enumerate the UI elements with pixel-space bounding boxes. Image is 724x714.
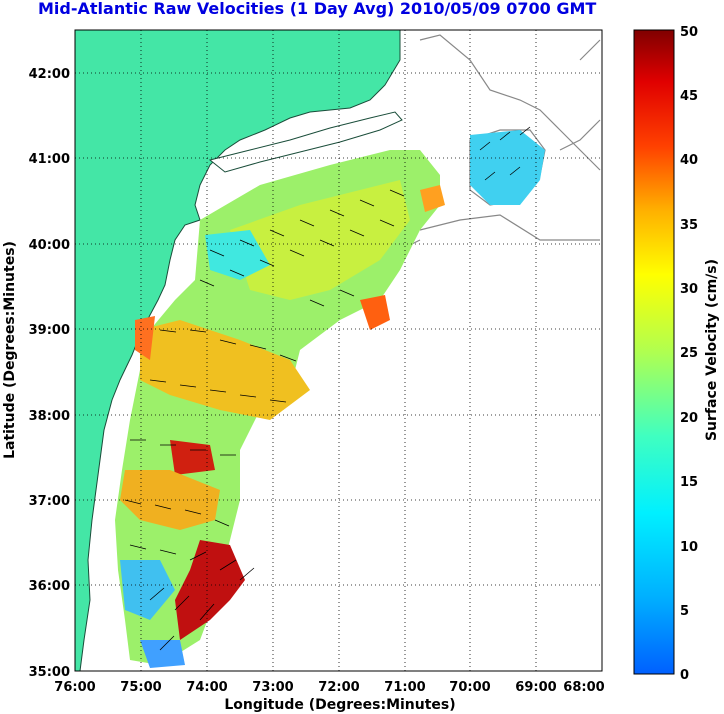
colorbar-gradient [633,29,675,675]
y-tick-label: 37:00 [29,494,70,509]
x-tick-label: 76:00 [54,680,95,695]
y-axis: 35:00 36:00 37:00 38:00 39:00 40:00 41:0… [2,67,70,680]
colorbar-tick: 45 [680,89,698,104]
x-tick-label: 71:00 [384,680,425,695]
velocity-field [115,130,545,668]
y-tick-label: 35:00 [29,665,70,680]
colorbar-tick: 5 [680,604,689,619]
x-tick-label: 70:00 [449,680,490,695]
land-mass [75,30,401,671]
y-tick-label: 39:00 [29,323,70,338]
x-tick-label: 68:00 [563,680,604,695]
colorbar-tick: 15 [680,475,698,490]
colorbar-tick: 25 [680,346,698,361]
x-axis-label: Longitude (Degrees:Minutes) [224,697,455,713]
y-tick-label: 38:00 [29,409,70,424]
y-tick-label: 42:00 [29,67,70,82]
colorbar-tick: 10 [680,540,698,555]
colorbar-tick: 30 [680,282,698,297]
colorbar-label: Surface Velocity (cm/s) [704,259,720,441]
colorbar-tick: 35 [680,218,698,233]
x-tick-label: 72:00 [318,680,359,695]
y-tick-label: 40:00 [29,238,70,253]
long-island [208,111,403,173]
x-tick-label: 75:00 [120,680,161,695]
y-tick-label: 36:00 [29,579,70,594]
colorbar: 0 5 10 15 20 25 30 35 40 45 50 Surface V… [633,25,720,683]
plot-frame [74,29,603,672]
x-axis: 76:00 75:00 74:00 73:00 72:00 71:00 70:0… [54,680,604,713]
colorbar-tick: 20 [680,411,698,426]
colorbar-tick: 50 [680,25,698,40]
colorbar-tick: 0 [680,668,689,683]
colorbar-tick: 40 [680,153,698,168]
x-tick-label: 74:00 [186,680,227,695]
map-title: Mid-Atlantic Raw Velocities (1 Day Avg) … [38,0,597,18]
y-axis-label: Latitude (Degrees:Minutes) [2,241,18,459]
y-tick-label: 41:00 [29,152,70,167]
x-tick-label: 73:00 [252,680,293,695]
x-tick-label: 69:00 [515,680,556,695]
grid [75,30,602,671]
velocity-arrows [124,126,531,651]
